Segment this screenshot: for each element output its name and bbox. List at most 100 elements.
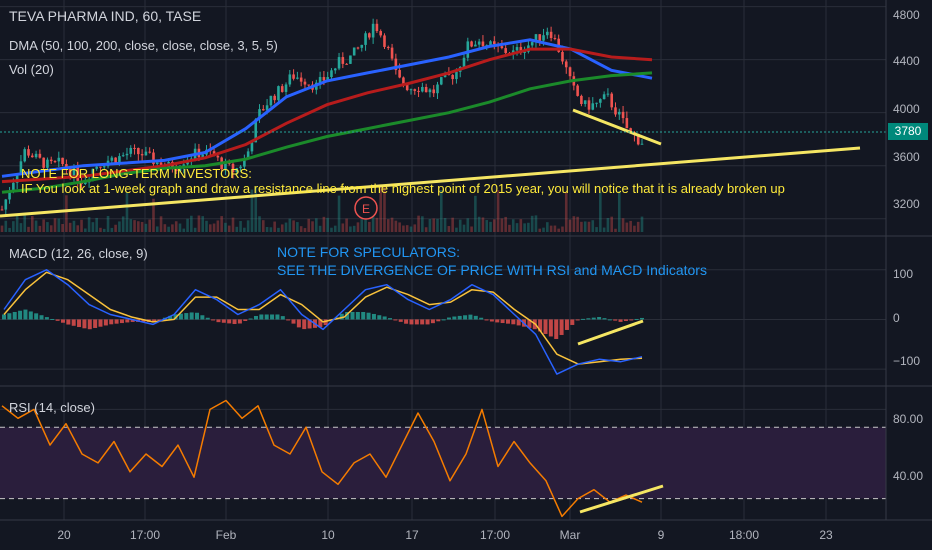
volume-bar — [553, 225, 557, 232]
candle-body — [413, 89, 417, 91]
volume-bar — [292, 220, 295, 232]
symbol-title[interactable]: TEVA PHARMA IND, 60, TASE — [9, 8, 202, 24]
volume-bar — [364, 219, 367, 232]
macd-histogram-bar — [377, 315, 382, 320]
candle-body — [409, 89, 413, 91]
volume-bar — [76, 225, 80, 232]
candle-body — [417, 90, 420, 92]
candle-body — [549, 31, 553, 39]
volume-bar — [235, 226, 239, 232]
vol-legend[interactable]: Vol (20) — [9, 62, 54, 77]
volume-bar — [451, 217, 454, 232]
volume-bar — [68, 222, 72, 232]
macd-histogram-bar — [114, 319, 119, 324]
volume-bar — [186, 218, 189, 232]
volume-bar — [587, 221, 591, 232]
macd-histogram-bar — [302, 319, 307, 330]
candle-body — [625, 118, 629, 129]
volume-bar — [481, 217, 485, 232]
candle-body — [421, 86, 424, 92]
candle-body — [398, 70, 401, 78]
candle-body — [610, 93, 614, 108]
volume-bar — [12, 221, 15, 232]
macd-histogram-bar — [243, 319, 248, 321]
macd-histogram-bar — [538, 319, 543, 332]
macd-histogram-bar — [623, 319, 628, 321]
volume-bar — [538, 228, 542, 232]
candle-body — [284, 84, 288, 92]
macd-histogram-bar — [82, 319, 87, 329]
volume-bar — [284, 222, 288, 232]
macd-histogram-bar — [409, 319, 414, 325]
candle-body — [254, 119, 258, 143]
volume-bar — [636, 221, 640, 232]
volume-bar — [118, 221, 121, 232]
candle-body — [23, 149, 27, 162]
macd-histogram-bar — [125, 319, 130, 323]
macd-histogram-bar — [345, 312, 350, 320]
time-tick: Mar — [559, 528, 581, 542]
volume-bar — [296, 222, 299, 232]
candle-body — [72, 167, 76, 176]
volume-bar — [190, 215, 193, 232]
volume-bar — [534, 215, 538, 232]
candle-body — [318, 77, 322, 83]
candle-body — [523, 51, 526, 53]
rsi-legend[interactable]: RSI (14, close) — [9, 400, 95, 415]
volume-bar — [413, 224, 417, 232]
volume-bar — [470, 226, 473, 232]
macd-histogram-bar — [253, 315, 258, 320]
volume-bar — [265, 226, 269, 232]
candle-body — [8, 192, 11, 200]
candle-body — [534, 34, 538, 43]
macd-histogram-bar — [109, 319, 114, 325]
volume-bar — [110, 227, 114, 232]
macd-histogram-bar — [452, 316, 457, 320]
candle-body — [102, 166, 106, 168]
candle-body — [451, 74, 454, 80]
volume-bar — [91, 222, 95, 232]
volume-bar — [137, 221, 140, 232]
volume-bar — [99, 227, 102, 232]
candle-body — [621, 111, 625, 119]
volume-bar — [368, 221, 371, 232]
candle-body — [538, 34, 542, 41]
volume-bar — [273, 221, 276, 232]
dma-legend[interactable]: DMA (50, 100, 200, close, close, close, … — [9, 38, 278, 53]
candle-body — [155, 162, 159, 165]
time-tick: 20 — [57, 528, 71, 542]
macd-legend[interactable]: MACD (12, 26, close, 9) — [9, 246, 148, 261]
price-tick: 4400 — [893, 54, 920, 68]
candle-body — [235, 168, 239, 173]
macd-signal-line — [3, 271, 643, 365]
candle-body — [322, 77, 326, 81]
volume-bar — [572, 216, 576, 232]
volume-bar — [121, 216, 125, 232]
volume-bar — [515, 223, 519, 232]
volume-bar — [269, 227, 273, 232]
candle-body — [360, 44, 364, 48]
time-tick: Feb — [215, 528, 237, 542]
volume-bar — [102, 228, 106, 232]
volume-bar — [27, 226, 30, 232]
candle-body — [243, 159, 246, 167]
dma-line-2 — [1, 71, 653, 194]
volume-bar — [178, 223, 182, 232]
volume-bar — [542, 227, 545, 232]
candle-body — [595, 102, 598, 104]
time-tick: 10 — [321, 528, 335, 542]
candle-body — [481, 41, 485, 47]
earnings-marker[interactable] — [354, 196, 378, 220]
macd-histogram-bar — [441, 319, 446, 321]
candle-body — [239, 166, 242, 169]
volume-bar — [159, 216, 163, 232]
volume-bar — [371, 216, 375, 232]
candle-body — [30, 155, 34, 158]
volume-bar — [379, 186, 382, 232]
macd-histogram-bar — [339, 313, 344, 320]
volume-bar — [360, 219, 364, 232]
candle-body — [564, 61, 568, 68]
volume-bar — [640, 216, 644, 232]
macd-histogram-bar — [393, 319, 398, 321]
